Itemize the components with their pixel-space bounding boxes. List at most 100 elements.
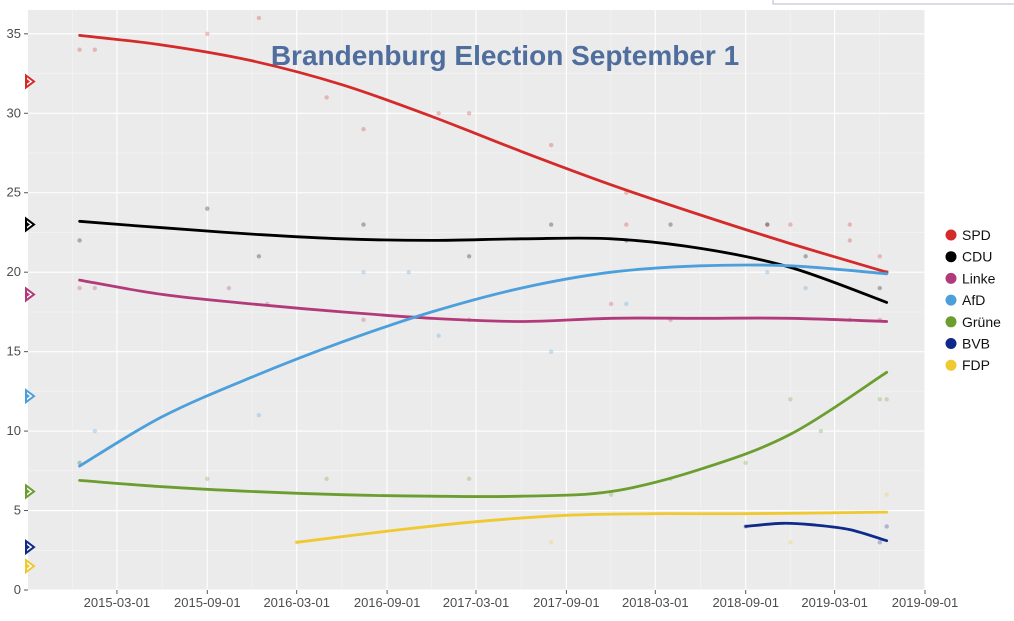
- poll-point-afd: [406, 269, 411, 275]
- x-tick-label: 2017-03-01: [443, 595, 510, 610]
- poll-point-afd: [624, 301, 629, 307]
- poll-point-afd: [803, 285, 808, 291]
- poll-point-linke: [77, 285, 82, 291]
- last-result-marker-linke: [25, 286, 36, 303]
- legend-key-spd: [945, 229, 957, 241]
- poll-point-afd: [548, 349, 554, 354]
- poll-point-cdu: [361, 222, 366, 227]
- legend-label-grune: Grüne: [962, 314, 1001, 330]
- poll-point-grune: [884, 397, 889, 402]
- poll-point-spd: [436, 111, 441, 116]
- poll-point-linke: [361, 317, 366, 323]
- poll-point-grune: [324, 476, 329, 481]
- trend-line-linke: [78, 278, 889, 323]
- legend-key-fdp: [945, 359, 957, 371]
- poll-point-spd: [361, 126, 366, 132]
- y-tick-label: 10: [7, 423, 21, 438]
- poll-point-spd: [765, 222, 770, 227]
- poll-point-spd: [788, 222, 793, 227]
- poll-point-spd: [92, 47, 98, 52]
- trend-lines: [78, 34, 889, 544]
- poll-point-fdp: [884, 492, 889, 497]
- last-result-marker-afd: [25, 388, 36, 405]
- y-tick-label: 20: [7, 264, 21, 279]
- trend-line-bvb: [744, 521, 889, 543]
- y-tick-label: 30: [7, 105, 21, 120]
- trend-line-fdp: [295, 510, 889, 544]
- legend-label-fdp: FDP: [962, 357, 990, 373]
- poll-point-cdu: [466, 254, 472, 259]
- y-tick-label: 15: [7, 344, 21, 359]
- poll-point-afd: [92, 428, 98, 434]
- poll-point-fdp: [788, 540, 793, 545]
- x-tick-label: 2018-09-01: [712, 595, 779, 610]
- x-tick-label: 2015-03-01: [84, 595, 151, 610]
- poll-point-afd: [361, 269, 366, 275]
- y-tick-label: 5: [14, 503, 21, 518]
- poll-point-fdp: [548, 540, 554, 545]
- legend-label-linke: Linke: [962, 270, 996, 286]
- y-tick-label: 0: [14, 582, 21, 597]
- grid-lines: [28, 10, 926, 591]
- poll-point-linke: [92, 285, 98, 291]
- x-tick-label: 2015-09-01: [174, 595, 241, 610]
- poll-point-spd: [77, 47, 82, 52]
- x-tick-label: 2019-09-01: [892, 595, 959, 610]
- y-tick-label: 25: [7, 185, 21, 200]
- poll-point-grune: [788, 397, 793, 402]
- last-result-marker-grune: [25, 483, 36, 500]
- legend-label-cdu: CDU: [962, 249, 992, 265]
- x-tick-label: 2017-09-01: [533, 595, 600, 610]
- poll-point-spd: [548, 142, 554, 148]
- y-tick-label: 35: [7, 26, 21, 41]
- chart-title: Brandenburg Election September 1: [271, 40, 739, 71]
- last-result-marker-fdp: [25, 558, 36, 575]
- poll-point-spd: [847, 222, 853, 227]
- last-result-marker-cdu: [25, 216, 36, 233]
- poll-point-grune: [205, 476, 210, 481]
- poll-point-spd: [466, 111, 472, 116]
- axes: 0 5 10 15 20 25 30 35 2015-03-01 2015-09-01 2016-0…: [7, 26, 959, 610]
- poll-point-cdu: [548, 222, 554, 227]
- x-tick-label: 2016-03-01: [263, 595, 330, 610]
- legend-label-afd: AfD: [962, 292, 985, 308]
- poll-point-spd: [624, 222, 629, 227]
- trend-line-afd: [78, 263, 889, 468]
- poll-point-spd: [877, 254, 883, 259]
- trend-line-grune: [78, 370, 889, 499]
- poll-point-spd: [324, 95, 329, 100]
- poll-point-cdu: [765, 222, 770, 227]
- poll-point-cdu: [256, 254, 262, 259]
- legend-key-bvb: [945, 338, 957, 349]
- poll-point-cdu: [877, 285, 883, 291]
- poll-points: [77, 15, 889, 545]
- poll-point-bvb: [877, 540, 883, 545]
- x-tick-label: 2018-03-01: [622, 595, 689, 610]
- trend-line-cdu: [78, 219, 889, 304]
- x-tick-label: 2019-03-01: [801, 595, 868, 610]
- poll-point-cdu: [803, 254, 808, 259]
- poll-point-linke: [226, 285, 232, 291]
- last-result-marker-spd: [25, 73, 36, 90]
- poll-point-spd: [847, 238, 853, 243]
- last-result-marker-bvb: [25, 539, 36, 556]
- legend-label-bvb: BVB: [962, 336, 990, 352]
- poll-point-spd: [256, 15, 262, 21]
- poll-point-bvb: [884, 524, 889, 529]
- poll-point-grune: [818, 428, 824, 434]
- legend-label-spd: SPD: [962, 227, 991, 243]
- poll-point-afd: [436, 333, 441, 338]
- poll-point-grune: [608, 492, 614, 497]
- trend-line-spd: [78, 34, 889, 274]
- poll-point-linke: [608, 301, 614, 307]
- legend-key-linke: [945, 272, 957, 284]
- legend: SPD CDU Linke AfD Grüne BVB FDP: [945, 227, 1001, 373]
- poll-point-grune: [743, 460, 748, 466]
- poll-point-grune: [877, 397, 883, 402]
- poll-point-afd: [256, 413, 262, 418]
- poll-point-afd: [765, 269, 770, 275]
- poll-point-grune: [466, 476, 472, 481]
- legend-key-grune: [945, 316, 957, 328]
- top-right-frame-fragment: [772, 0, 1014, 5]
